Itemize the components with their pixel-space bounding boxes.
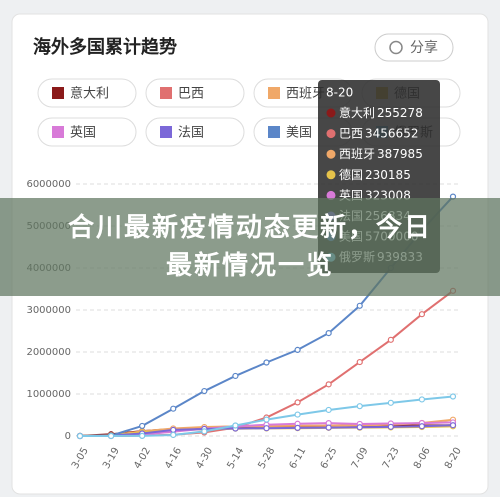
data-point bbox=[418, 311, 426, 318]
data-point bbox=[418, 423, 426, 430]
share-label[interactable]: 分享 bbox=[410, 39, 438, 56]
data-point bbox=[170, 426, 177, 434]
data-point bbox=[356, 403, 363, 410]
tooltip-dot bbox=[326, 129, 336, 139]
legend-swatch bbox=[268, 87, 280, 99]
legend-pill[interactable] bbox=[37, 78, 137, 108]
tooltip-row: 德国 230185 bbox=[339, 166, 411, 181]
tooltip-name: 巴西 bbox=[339, 126, 363, 140]
legend-item[interactable]: 巴西 bbox=[145, 78, 245, 108]
legend-label: 美国 bbox=[286, 126, 312, 141]
legend-pill[interactable] bbox=[145, 117, 245, 147]
tooltip-name: 西班牙 bbox=[339, 147, 375, 161]
data-point bbox=[294, 424, 301, 431]
data-point bbox=[170, 405, 177, 412]
tooltip-dot bbox=[326, 190, 336, 200]
share-button-bg[interactable] bbox=[374, 33, 454, 62]
data-point bbox=[294, 346, 301, 353]
data-point bbox=[449, 422, 457, 429]
legend-item[interactable]: 英国 bbox=[37, 117, 137, 147]
data-point bbox=[418, 396, 426, 403]
data-point bbox=[387, 423, 394, 430]
tooltip-row: 意大利 255278 bbox=[339, 105, 423, 120]
chart-title: 海外多国累计趋势 bbox=[33, 36, 177, 58]
data-point bbox=[232, 422, 239, 429]
tooltip-value: 3456652 bbox=[365, 126, 418, 140]
tooltip-title: 8-20 bbox=[326, 86, 353, 100]
legend-swatch bbox=[160, 87, 172, 99]
data-point bbox=[201, 387, 208, 395]
data-point bbox=[263, 416, 270, 423]
share-button[interactable]: 分享 bbox=[374, 33, 454, 62]
legend-swatch bbox=[160, 126, 172, 138]
data-point bbox=[449, 393, 457, 400]
data-point bbox=[139, 432, 146, 439]
data-point bbox=[325, 406, 332, 414]
data-point bbox=[76, 432, 84, 440]
data-point bbox=[139, 422, 146, 430]
legend-item[interactable]: 法国 bbox=[145, 117, 245, 147]
tooltip-value: 387985 bbox=[377, 147, 423, 161]
legend-label: 英国 bbox=[70, 126, 96, 141]
data-point bbox=[232, 372, 239, 380]
data-point bbox=[325, 330, 332, 337]
legend-label: 意大利 bbox=[70, 86, 109, 102]
data-point bbox=[107, 432, 115, 440]
tooltip-dot bbox=[326, 108, 336, 118]
legend-pill[interactable] bbox=[145, 78, 245, 108]
tooltip-dot bbox=[326, 170, 336, 180]
tooltip-dot bbox=[326, 149, 336, 159]
tooltip-row: 巴西 3456652 bbox=[339, 126, 418, 140]
legend-label: 西班牙 bbox=[286, 87, 325, 102]
data-point bbox=[294, 399, 301, 406]
banner-text: 合川最新疫情动态更新，今日最新情况一览 bbox=[67, 213, 432, 281]
data-point bbox=[201, 428, 208, 435]
tooltip-row: 西班牙 387985 bbox=[339, 147, 423, 161]
share-icon bbox=[389, 40, 403, 55]
banner: 合川最新疫情动态更新，今日最新情况一览 bbox=[0, 198, 500, 296]
legend-item[interactable]: 意大利 bbox=[37, 78, 137, 108]
data-point bbox=[356, 302, 363, 309]
y-tick-label: 1000000 bbox=[26, 389, 71, 400]
legend-swatch bbox=[268, 126, 280, 138]
tooltip-value: 255278 bbox=[377, 106, 423, 120]
tooltip-value: 230185 bbox=[365, 167, 411, 181]
y-tick-label: 3000000 bbox=[26, 305, 71, 316]
data-point bbox=[356, 424, 363, 431]
data-point bbox=[263, 359, 270, 366]
legend-pill[interactable] bbox=[37, 117, 137, 147]
data-point bbox=[294, 411, 301, 418]
data-point bbox=[356, 358, 363, 366]
tooltip-name: 德国 bbox=[339, 166, 363, 181]
tooltip-name: 意大利 bbox=[339, 105, 375, 120]
legend-swatch bbox=[52, 126, 64, 138]
data-point bbox=[170, 431, 177, 439]
data-point bbox=[325, 424, 332, 431]
data-point bbox=[387, 399, 394, 406]
y-tick-label: 0 bbox=[65, 431, 71, 442]
legend-label: 巴西 bbox=[178, 87, 204, 102]
y-tick-label: 2000000 bbox=[26, 347, 71, 358]
y-tick-label: 6000000 bbox=[26, 179, 71, 190]
data-point bbox=[325, 381, 332, 388]
legend-label: 法国 bbox=[178, 126, 204, 141]
data-point bbox=[263, 425, 270, 432]
legend-swatch bbox=[52, 87, 64, 99]
data-point bbox=[387, 336, 394, 343]
